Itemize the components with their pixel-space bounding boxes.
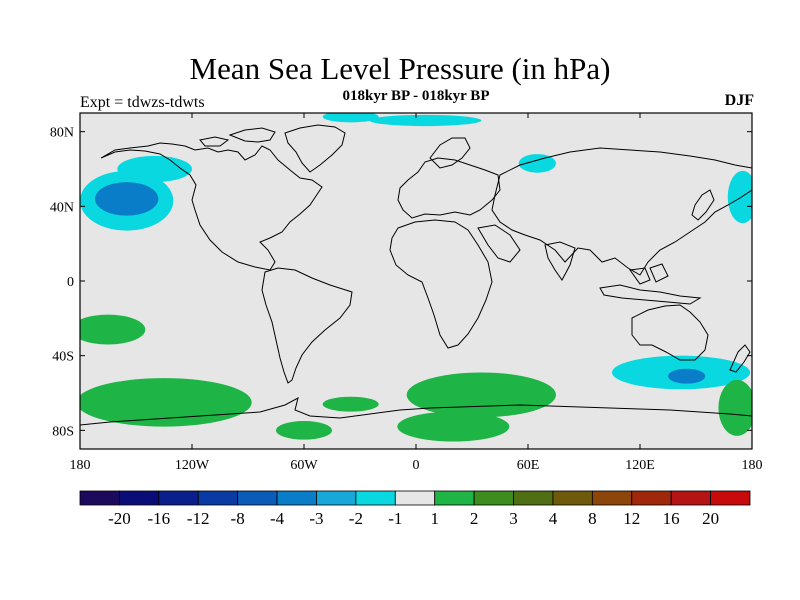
colorbar-swatch	[710, 490, 751, 506]
coast-new-zealand	[729, 344, 751, 373]
x-tick-label: 120W	[175, 458, 210, 473]
x-axis: 180 120W 60W 0 60E 120E 180	[70, 113, 763, 473]
x-tick-label: 120E	[625, 458, 655, 473]
colorbar-swatch	[276, 490, 317, 506]
coast-europe	[397, 157, 501, 219]
anomaly-region-southern-ocean-positive-west	[80, 378, 252, 427]
colorbar-swatch	[119, 490, 160, 506]
anomaly-region-north-pacific-low-inner	[94, 182, 159, 216]
colorbar-swatch	[237, 490, 278, 506]
coast-scandinavia	[429, 137, 471, 169]
experiment-label: Expt = tdwzs-tdwts	[80, 94, 205, 111]
coast-asia	[491, 147, 752, 276]
coast-japan	[691, 189, 715, 221]
y-tick-label: 80S	[52, 424, 74, 439]
anomaly-shading	[80, 113, 752, 442]
coast-australia	[631, 304, 709, 361]
colorbar-label: -8	[231, 509, 245, 528]
colorbar-label: 12	[623, 509, 640, 528]
coast-arabia	[477, 224, 521, 263]
x-tick-label: 60E	[517, 458, 540, 473]
y-tick-label: 0	[67, 275, 74, 290]
anomaly-region-antarctic-positive	[397, 411, 510, 442]
colorbar-swatch	[670, 490, 711, 506]
x-tick-label: 0	[413, 458, 420, 473]
anomaly-region-south-indian-negative-inner	[668, 368, 706, 384]
anomaly-region-antarctic-positive-east	[276, 421, 332, 440]
colorbar-swatch	[434, 490, 475, 506]
colorbar-swatch	[552, 490, 593, 506]
colorbar: -20 -16 -12 -8 -4 -3 -2 -1 1 2 3 4 8 12 16 20	[79, 490, 751, 528]
plot-title: Mean Sea Level Pressure (in hPa)	[189, 51, 611, 86]
colorbar-label: -3	[309, 509, 323, 528]
colorbar-swatch	[79, 490, 120, 506]
y-tick-label: 40N	[50, 200, 74, 215]
colorbar-swatch	[355, 490, 396, 506]
colorbar-label: 1	[430, 509, 439, 528]
colorbar-label: 3	[509, 509, 518, 528]
coast-indonesia	[599, 263, 702, 305]
x-tick-label: 180	[742, 458, 763, 473]
anomaly-region-north-atlantic-negative	[322, 113, 379, 123]
colorbar-label: 2	[470, 509, 479, 528]
colorbar-swatch	[394, 490, 436, 506]
x-tick-label: 180	[70, 458, 91, 473]
coast-arctic-islands	[199, 127, 276, 147]
colorbar-label: 4	[549, 509, 558, 528]
colorbar-label: 16	[663, 509, 680, 528]
coast-india	[544, 241, 576, 281]
coast-antarctica	[80, 397, 752, 426]
colorbar-swatch	[631, 490, 672, 506]
plot-subtitle: 018kyr BP - 018kyr BP	[342, 88, 490, 104]
colorbar-label: -12	[187, 509, 210, 528]
colorbar-label: -1	[388, 509, 402, 528]
colorbar-label: -16	[147, 509, 170, 528]
colorbar-label: 20	[702, 509, 719, 528]
anomaly-region-southern-ocean-positive-south-atlantic	[322, 396, 379, 412]
colorbar-swatch	[591, 490, 633, 506]
colorbar-label: -2	[349, 509, 363, 528]
anomaly-region-south-pacific-positive	[80, 314, 146, 345]
x-tick-label: 60W	[290, 458, 318, 473]
colorbar-swatch	[158, 490, 199, 506]
anomaly-region-arctic-atlantic-negative	[369, 114, 482, 127]
y-tick-label: 80N	[50, 126, 74, 141]
colorbar-label: -20	[108, 509, 131, 528]
y-axis: 80N 40N 0 40S 80S	[50, 126, 752, 439]
anomaly-region-siberia-negative	[518, 154, 556, 173]
colorbar-swatch	[513, 490, 554, 506]
colorbar-swatch	[197, 490, 239, 506]
y-tick-label: 40S	[52, 350, 74, 365]
coast-north-america	[100, 142, 323, 271]
colorbar-swatch	[316, 490, 357, 506]
anomaly-region-southern-ocean-positive-africa	[406, 372, 556, 418]
anomaly-region-northwest-pacific-negative	[727, 170, 752, 224]
colorbar-swatch	[473, 490, 514, 506]
coast-south-america	[261, 267, 353, 384]
coast-africa	[389, 219, 493, 349]
anomaly-region-southern-ocean-positive-east	[718, 379, 752, 436]
colorbar-label: -4	[270, 509, 285, 528]
colorbar-label: 8	[588, 509, 597, 528]
coast-greenland	[284, 124, 346, 173]
coastlines	[80, 124, 752, 426]
season-label: DJF	[724, 92, 754, 109]
